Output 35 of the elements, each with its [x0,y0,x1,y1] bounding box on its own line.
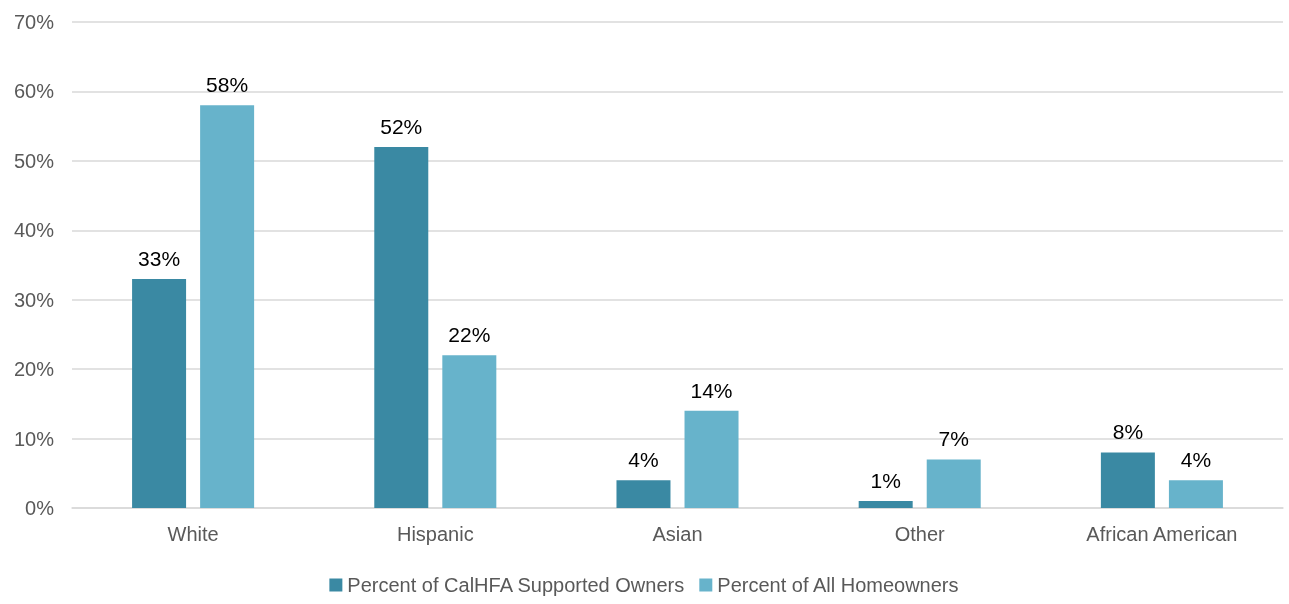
data-label: 14% [690,378,733,402]
y-tick-label: 10% [13,427,55,450]
x-tick-label: African American [1086,523,1238,545]
bar [1168,480,1223,508]
y-tick-label: 60% [13,80,55,103]
x-tick-label: Hispanic [396,523,474,545]
data-label: 8% [1112,420,1144,444]
x-tick-label: Asian [652,523,703,545]
bar [442,355,497,508]
data-label: 52% [380,114,423,138]
data-label: 22% [448,323,491,347]
bar [1100,452,1155,508]
x-tick-label: White [167,523,219,545]
bar [132,278,187,508]
y-tick-label: 30% [13,288,55,311]
data-label: 58% [206,73,249,97]
bar [200,105,255,508]
data-label: 4% [1180,448,1212,472]
bar [858,501,913,508]
bar [374,146,429,508]
y-tick-label: 70% [13,11,55,33]
bar [684,410,739,508]
y-tick-label: 40% [13,219,55,242]
bar [616,480,671,508]
y-tick-label: 50% [13,149,55,172]
y-tick-label: 0% [25,497,55,519]
data-label: 7% [938,427,969,451]
legend-label: Percent of All Homeowners [717,574,959,596]
data-label: 4% [628,448,659,472]
y-tick-label: 20% [13,358,55,381]
x-tick-label: Other [894,523,946,545]
legend-label: Percent of CalHFA Supported Owners [347,574,685,596]
data-label: 1% [870,469,901,493]
data-label: 33% [138,246,181,270]
bar [926,459,981,508]
